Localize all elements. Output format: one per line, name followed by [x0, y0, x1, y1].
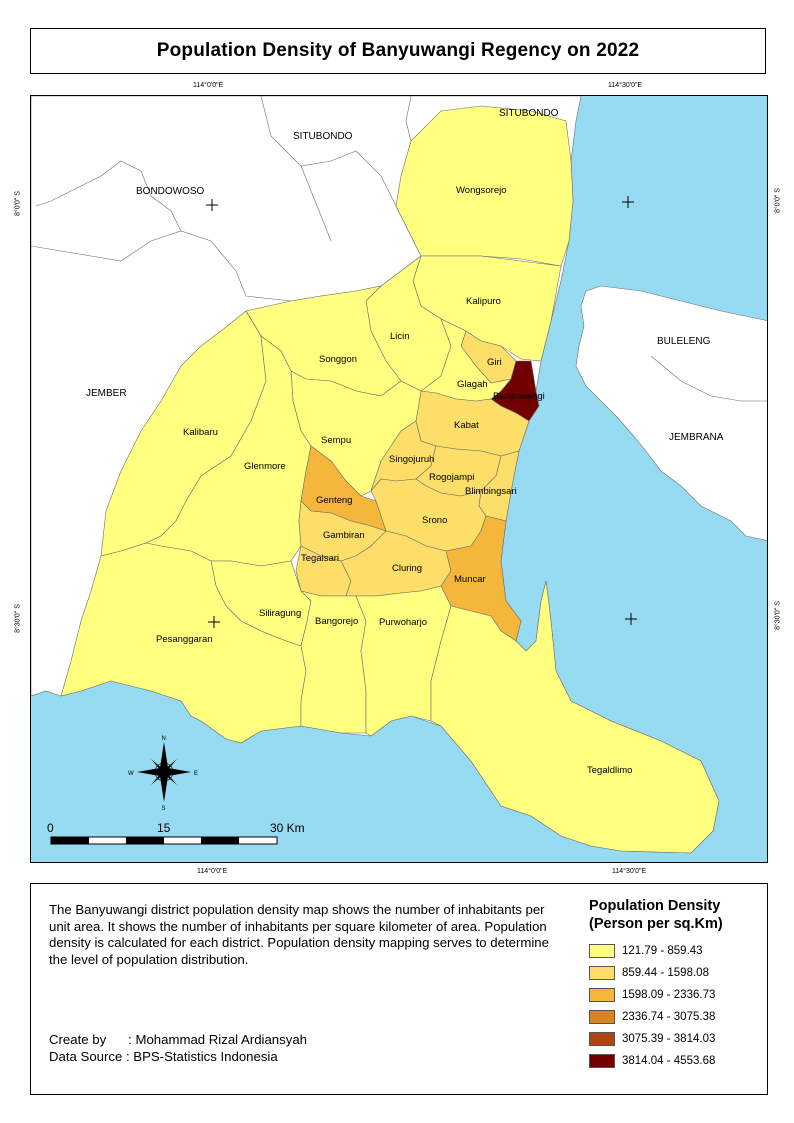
label-cluring: Cluring [392, 563, 422, 574]
label-pesanggaran: Pesanggaran [156, 634, 213, 645]
credit-data-source: Data Source : BPS-Statistics Indonesia [49, 1049, 278, 1064]
label-siliragung: Siliragung [259, 608, 301, 619]
legend-swatch [589, 1054, 615, 1068]
label-jember: JEMBER [86, 388, 127, 399]
legend-swatch [589, 1032, 615, 1046]
compass-s: S [162, 806, 166, 812]
legend-title-line2: (Person per sq.Km) [589, 916, 723, 932]
label-muncar: Muncar [454, 574, 486, 585]
legend-title-line1: Population Density [589, 898, 721, 914]
label-tegaldlimo: Tegaldlimo [587, 765, 632, 776]
label-purwoharjo: Purwoharjo [379, 617, 427, 628]
districts [60, 105, 720, 854]
coord-right-lower: 8°30'0" S [774, 601, 782, 630]
label-jembrana: JEMBRANA [669, 432, 724, 443]
map-title: Population Density of Banyuwangi Regency… [156, 40, 640, 61]
label-licin: Licin [390, 331, 410, 342]
label-srono: Srono [422, 515, 447, 526]
label-situbondo-west: SITUBONDO [293, 131, 353, 142]
graticule-crosses [206, 196, 637, 628]
coord-right-upper: 8°0'0" S [774, 188, 782, 213]
compass-e: E [194, 771, 198, 777]
coord-bottom-right: 114°30'0"E [612, 868, 647, 875]
label-glenmore: Glenmore [244, 461, 286, 472]
label-glagah: Glagah [457, 379, 488, 390]
scale-label-mid: 15 [157, 821, 171, 835]
legend-label: 3814.04 - 4553.68 [622, 1055, 716, 1067]
label-buleleng: BULELENG [657, 336, 711, 347]
bali-internal-border [650, 355, 767, 402]
map-title-box: Population Density of Banyuwangi Regency… [30, 28, 766, 74]
legend-item: 1598.09 - 2336.73 [589, 987, 715, 1003]
legend-title: Population Density (Person per sq.Km) [589, 897, 723, 933]
coord-left-lower: 8°30'0" S [14, 604, 22, 633]
coord-left-upper: 8°0'0" S [14, 191, 22, 216]
scale-bar: 0 15 30 Km [47, 821, 305, 845]
legend-label: 121.79 - 859.43 [622, 945, 703, 957]
legend-item: 3075.39 - 3814.03 [589, 1031, 715, 1047]
map-frame: SITUBONDO SITUBONDO BONDOWOSO JEMBER BUL… [30, 95, 768, 863]
district-bangorejo[interactable] [300, 590, 367, 734]
label-rogojampi: Rogojampi [429, 472, 474, 483]
district-tegaldlimo[interactable] [430, 580, 720, 854]
label-tegalsari: Tegalsari [301, 553, 339, 564]
scale-label-end: 30 Km [270, 821, 305, 835]
legend-item: 2336.74 - 3075.38 [589, 1009, 715, 1025]
label-banyuwangi: Banyuwangi [493, 391, 545, 402]
legend-label: 859.44 - 1598.08 [622, 967, 709, 979]
legend-swatch [589, 988, 615, 1002]
label-genteng: Genteng [316, 495, 352, 506]
label-wongsorejo: Wongsorejo [456, 185, 507, 196]
label-kalipuro: Kalipuro [466, 296, 501, 307]
coord-bottom-left: 114°0'0"E [197, 868, 228, 875]
label-kalibaru: Kalibaru [183, 427, 218, 438]
info-box: The Banyuwangi district population densi… [30, 883, 768, 1095]
label-bangorejo: Bangorejo [315, 616, 358, 627]
legend-label: 2336.74 - 3075.38 [622, 1011, 716, 1023]
label-songgon: Songgon [319, 354, 357, 365]
legend-item: 3814.04 - 4553.68 [589, 1053, 715, 1069]
label-bondowoso: BONDOWOSO [136, 186, 205, 197]
legend-item: 859.44 - 1598.08 [589, 965, 709, 981]
coord-top-left: 114°0'0"E [193, 82, 224, 89]
bali-land [575, 285, 767, 541]
label-situbondo-east: SITUBONDO [499, 108, 559, 119]
compass-w: W [128, 771, 134, 777]
label-sempu: Sempu [321, 435, 351, 446]
credit-author: Create by : Mohammad Rizal Ardiansyah [49, 1032, 307, 1047]
compass-n: N [162, 736, 166, 742]
map-canvas: SITUBONDO SITUBONDO BONDOWOSO JEMBER BUL… [31, 96, 767, 862]
legend-swatch [589, 944, 615, 958]
north-arrow-icon: N S E W [128, 736, 198, 812]
legend-label: 1598.09 - 2336.73 [622, 989, 716, 1001]
legend-swatch [589, 1010, 615, 1024]
coord-top-right: 114°30'0"E [608, 82, 643, 89]
label-blimbingsari: Blimbingsari [465, 486, 517, 497]
legend-swatch [589, 966, 615, 980]
legend-item: 121.79 - 859.43 [589, 943, 703, 959]
label-kabat: Kabat [454, 420, 479, 431]
scale-label-start: 0 [47, 821, 54, 835]
label-gambiran: Gambiran [323, 530, 365, 541]
legend-label: 3075.39 - 3814.03 [622, 1033, 716, 1045]
label-giri: Giri [487, 357, 502, 368]
label-singojuruh: Singojuruh [389, 454, 434, 465]
map-description: The Banyuwangi district population densi… [49, 902, 549, 967]
